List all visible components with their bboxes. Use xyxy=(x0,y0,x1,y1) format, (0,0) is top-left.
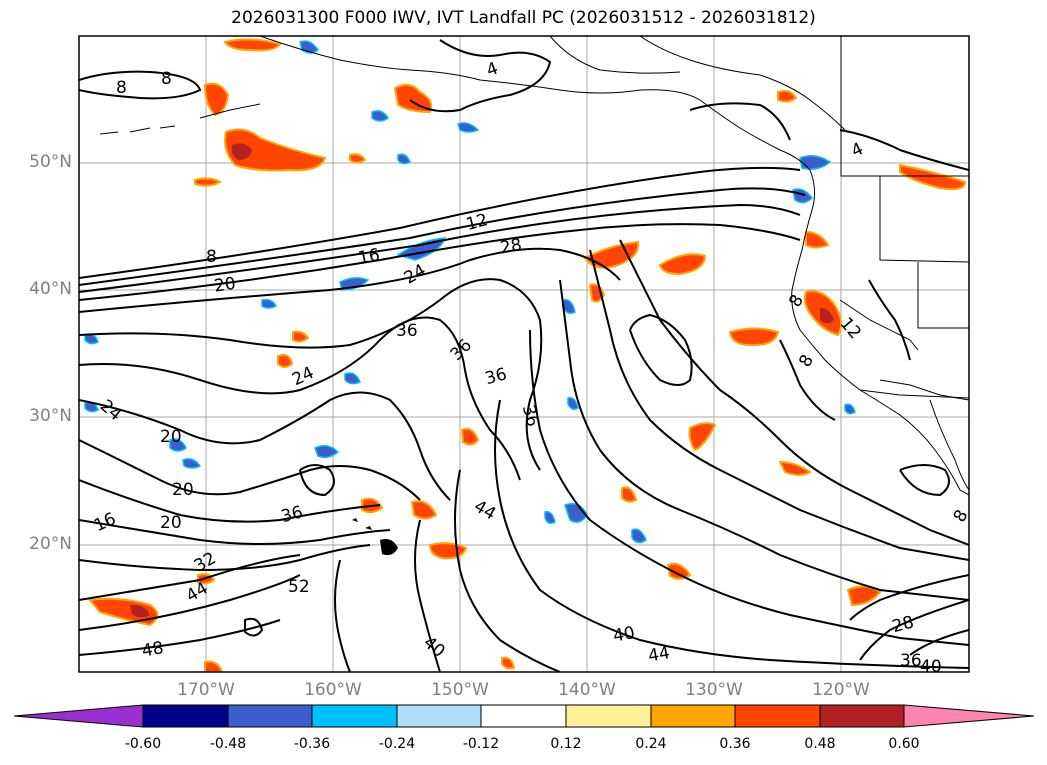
contour-label: 36 xyxy=(900,651,922,671)
lat-tick-label: 30°N xyxy=(29,406,72,426)
pc-patch-positive xyxy=(349,153,367,164)
pc-patch-positive xyxy=(501,656,516,670)
colorbar-segment xyxy=(396,704,482,728)
pc-patch-positive xyxy=(194,177,222,187)
lat-tick-label: 40°N xyxy=(29,279,72,299)
contour-label: 48 xyxy=(140,638,165,661)
pc-patch-positive xyxy=(277,354,294,368)
contour-label: 28 xyxy=(499,235,524,258)
contour-label: 20 xyxy=(213,274,237,297)
lon-tick-label: 120°W xyxy=(812,680,870,700)
pc-patch-positive xyxy=(223,38,282,52)
pc-patch-strong xyxy=(231,143,252,160)
pc-patch-positive xyxy=(777,89,798,103)
colorbar-tick-label: -0.60 xyxy=(124,736,162,752)
contour-label: 20 xyxy=(160,427,182,447)
contour-label: 16 xyxy=(357,245,382,268)
lat-tick-label: 50°N xyxy=(29,152,72,172)
pc-patch-positive xyxy=(658,253,707,276)
pc-patch-positive xyxy=(688,422,717,452)
colorbar-segment xyxy=(650,704,736,728)
hawaii-islands xyxy=(352,518,398,556)
contour-label: 52 xyxy=(288,577,310,597)
map-border xyxy=(78,35,970,673)
lon-tick-label: 150°W xyxy=(431,680,489,700)
pc-patch-positive xyxy=(778,460,812,476)
contour-label: 20 xyxy=(172,480,194,500)
pc-patch-negative xyxy=(457,122,480,133)
contour-label: 8 xyxy=(161,69,172,89)
pc-patch-negative xyxy=(314,445,340,459)
contour-label: 8 xyxy=(206,247,217,267)
pc-patch-negative xyxy=(844,403,856,415)
lon-tick-label: 160°W xyxy=(304,680,362,700)
contour-label: 8 xyxy=(116,78,127,98)
pc-patch-positive xyxy=(224,128,327,172)
pc-patch-positive xyxy=(621,486,638,503)
pc-patch-positive xyxy=(428,542,468,560)
contour-label: 40 xyxy=(920,657,942,677)
pc-patch-positive xyxy=(666,562,692,580)
pc-patch-negative xyxy=(169,438,187,452)
contour-label: 36 xyxy=(396,321,418,341)
pc-patch-positive xyxy=(728,327,780,347)
colorbar-tick-label: 0.24 xyxy=(635,736,667,752)
colorbar-extend-min xyxy=(13,704,144,728)
colorbar-tick-label: -0.12 xyxy=(462,736,500,752)
colorbar-segment xyxy=(311,704,398,728)
lat-tick-label: 20°N xyxy=(29,534,72,554)
lon-tick-label: 140°W xyxy=(558,680,616,700)
pc-patch-positive xyxy=(899,163,967,191)
contour-label: 44 xyxy=(647,643,672,666)
pc-patch-negative xyxy=(371,110,389,122)
colorbar-tick-label: 0.12 xyxy=(550,736,582,752)
pc-patch-positive xyxy=(88,597,159,627)
pc-patch-positive xyxy=(204,660,224,672)
colorbar-extend-max xyxy=(903,704,1035,728)
colorbar-tick-label: -0.36 xyxy=(293,736,331,752)
pc-patch-positive xyxy=(846,585,882,607)
iwv-contours xyxy=(79,39,969,672)
pc-patch-negative xyxy=(261,298,278,309)
colorbar-tick-label: 0.48 xyxy=(804,736,836,752)
colorbar-segment xyxy=(142,704,229,728)
colorbar-tick-label: -0.24 xyxy=(378,736,416,752)
pc-patch-positive xyxy=(410,500,438,520)
pc-patch-negative xyxy=(544,510,556,525)
pc-patch-negative xyxy=(344,372,361,385)
coastlines xyxy=(99,36,969,496)
colorbar xyxy=(13,704,1035,728)
colorbar-segment xyxy=(480,704,567,728)
positive-pc-patches xyxy=(88,38,967,672)
contour-label: 20 xyxy=(160,513,182,533)
colorbar-segment xyxy=(734,704,821,728)
pc-patch-negative xyxy=(182,458,202,469)
pc-patch-positive xyxy=(460,427,480,446)
gridlines xyxy=(79,36,969,672)
pc-patch-negative xyxy=(397,153,411,165)
pc-patch-positive xyxy=(393,83,433,114)
pc-patch-negative xyxy=(631,528,647,544)
colorbar-segment xyxy=(565,704,652,728)
pc-patch-negative xyxy=(567,396,579,411)
contour-label: 40 xyxy=(612,623,637,646)
lon-tick-label: 130°W xyxy=(685,680,743,700)
pc-patch-negative xyxy=(562,299,576,315)
colorbar-tick-label: 0.36 xyxy=(719,736,751,752)
pc-patch-strong xyxy=(820,308,834,323)
colorbar-tick-label: 0.60 xyxy=(888,736,920,752)
colorbar-segment xyxy=(819,704,905,728)
pc-patch-positive xyxy=(292,330,310,343)
pc-patch-negative xyxy=(799,155,832,170)
pc-patch-positive xyxy=(805,230,830,249)
pc-patch-strong xyxy=(130,604,150,618)
colorbar-segment xyxy=(227,704,313,728)
colorbar-tick-label: -0.48 xyxy=(209,736,247,752)
chart-title: 2026031300 F000 IWV, IVT Landfall PC (20… xyxy=(231,8,816,28)
pc-patch-positive xyxy=(203,82,230,117)
lon-tick-label: 170°W xyxy=(177,680,235,700)
